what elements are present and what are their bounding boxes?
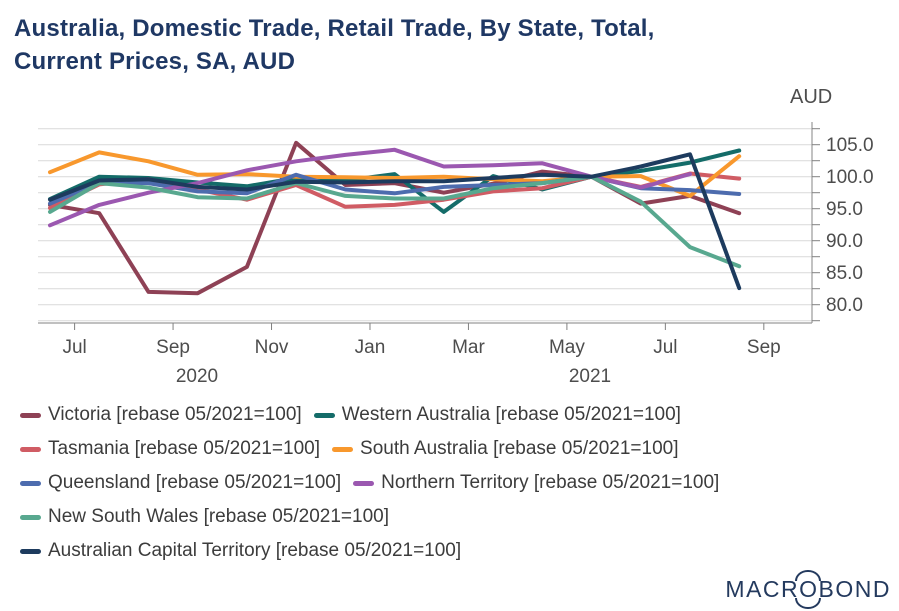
macrobond-logo-orbit-o: O [795, 570, 821, 609]
legend-item-south-australia: South Australia [rebase 05/2021=100] [332, 438, 679, 460]
legend-label: South Australia [rebase 05/2021=100] [360, 438, 679, 459]
legend-row: New South Wales [rebase 05/2021=100] [20, 505, 885, 529]
y-axis-label: 85.0 [826, 263, 863, 284]
chart-title: Australia, Domestic Trade, Retail Trade,… [14, 12, 655, 78]
legend-label: Queensland [rebase 05/2021=100] [48, 472, 342, 493]
legend-row: Queensland [rebase 05/2021=100] Northern … [20, 471, 885, 495]
legend-item-australian-capital-territory: Australian Capital Territory [rebase 05/… [20, 540, 461, 562]
x-axis-label: Sep [747, 337, 781, 358]
series-new-south-wales [48, 174, 742, 269]
legend-item-new-south-wales: New South Wales [rebase 05/2021=100] [20, 506, 389, 528]
y-axis-label: 100.0 [826, 167, 874, 188]
legend-swatch [20, 446, 41, 452]
legend-label: Victoria [rebase 05/2021=100] [48, 404, 302, 425]
x-axis-year-label: 2021 [569, 366, 611, 387]
legend-swatch [20, 480, 41, 486]
legend-item-queensland: Queensland [rebase 05/2021=100] [20, 472, 341, 494]
legend-label: Tasmania [rebase 05/2021=100] [48, 438, 321, 459]
legend-label: Northern Territory [rebase 05/2021=100] [381, 472, 720, 493]
legend-item-western-australia: Western Australia [rebase 05/2021=100] [313, 404, 681, 426]
legend: Victoria [rebase 05/2021=100] Western Aus… [20, 403, 885, 573]
chart-title-line-1: Australia, Domestic Trade, Retail Trade,… [14, 15, 655, 42]
legend-swatch [20, 514, 41, 520]
legend-row: Victoria [rebase 05/2021=100] Western Aus… [20, 403, 885, 427]
legend-swatch [353, 480, 375, 486]
y-axis-label: 95.0 [826, 199, 863, 220]
y-axis-label: 80.0 [826, 295, 863, 316]
y-axis-unit-label: AUD [790, 86, 833, 108]
macrobond-logo: MACROBOND [725, 570, 891, 609]
series-victoria [48, 140, 742, 296]
legend-swatch [20, 548, 41, 554]
y-axis-label: 90.0 [826, 231, 863, 252]
macrobond-logo-text-right: BOND [818, 576, 891, 602]
line-chart: 105.0 100.0 95.0 90.0 85.0 80.0 Jul Sep Nov Jan Ma… [38, 122, 874, 387]
x-axis-label: Jul [653, 337, 677, 358]
legend-label: Western Australia [rebase 05/2021=100] [341, 404, 681, 425]
x-axis-label: Mar [452, 337, 485, 358]
series-western-australia [48, 148, 742, 214]
y-axis-label: 105.0 [826, 135, 874, 156]
legend-item-tasmania: Tasmania [rebase 05/2021=100] [20, 438, 320, 460]
legend-row: Australian Capital Territory [rebase 05/… [20, 539, 885, 563]
x-axis-label: Jul [62, 337, 86, 358]
legend-label: New South Wales [rebase 05/2021=100] [48, 506, 389, 527]
x-axis-label: Nov [255, 337, 289, 358]
legend-item-victoria: Victoria [rebase 05/2021=100] [20, 404, 302, 426]
x-axis-label: Jan [355, 337, 386, 358]
x-axis-label: May [549, 337, 585, 358]
legend-item-northern-territory: Northern Territory [rebase 05/2021=100] [353, 472, 719, 494]
legend-row: Tasmania [rebase 05/2021=100] South Austr… [20, 437, 885, 461]
legend-swatch [20, 412, 41, 418]
series-australian-capital-territory [48, 152, 742, 291]
legend-swatch [313, 412, 335, 418]
x-axis-year-label: 2020 [176, 366, 218, 387]
legend-label: Australian Capital Territory [rebase 05/… [48, 540, 462, 561]
series-south-australia [48, 150, 742, 198]
x-axis-label: Sep [156, 337, 190, 358]
chart-title-line-2: Current Prices, SA, AUD [14, 48, 296, 75]
legend-swatch [332, 446, 354, 452]
macrobond-logo-text-left: MACR [725, 576, 800, 602]
